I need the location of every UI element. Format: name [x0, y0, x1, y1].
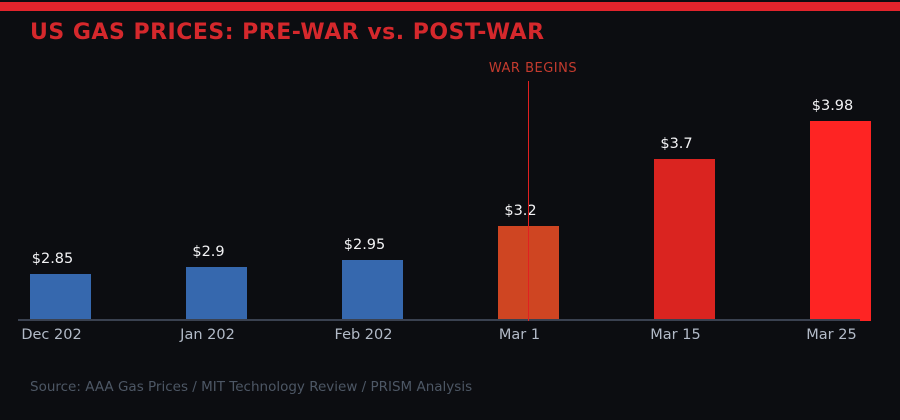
war-begins-vertical-line [527, 81, 529, 321]
source-caption: Source: AAA Gas Prices / MIT Technology … [30, 379, 473, 395]
bar-value-label: $2.85 [31, 251, 74, 267]
bar-value-label: $3.7 [660, 136, 693, 152]
x-tick-label: Dec 202 [21, 327, 82, 343]
top-accent-bar [0, 2, 900, 11]
bar-mar-1 [498, 226, 559, 321]
x-tick-label: Jan 202 [180, 327, 235, 343]
bar-feb-202 [342, 260, 403, 321]
chart-title: US GAS PRICES: PRE-WAR vs. POST-WAR [30, 20, 545, 45]
bar-jan-202 [186, 267, 247, 321]
bar-value-label: $2.95 [343, 237, 386, 253]
bar-dec-202 [30, 274, 91, 321]
x-tick-label: Mar 25 [806, 327, 857, 343]
bar-value-label: $3.2 [504, 203, 537, 219]
bar-mar-15 [654, 159, 715, 321]
x-tick-label: Feb 202 [334, 327, 393, 343]
bar-value-label: $3.98 [811, 98, 854, 114]
x-tick-label: Mar 1 [498, 327, 541, 343]
bar-value-label: $2.9 [192, 244, 225, 260]
war-begins-label: WAR BEGINS [488, 61, 578, 76]
x-tick-label: Mar 15 [650, 327, 701, 343]
bar-mar-25 [810, 121, 871, 321]
x-axis-line [18, 319, 860, 321]
